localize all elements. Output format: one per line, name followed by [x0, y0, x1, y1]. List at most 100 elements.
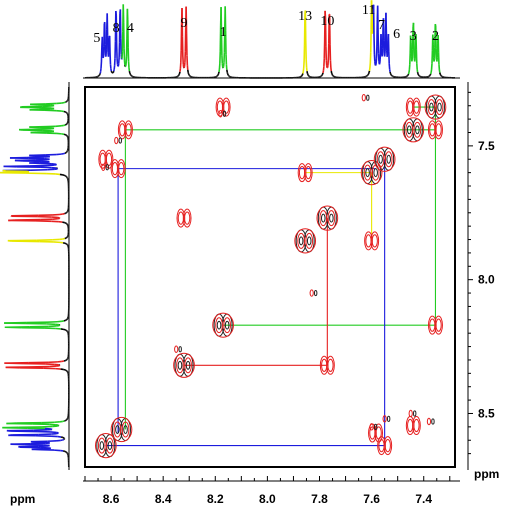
artifact-peak — [101, 163, 109, 171]
artifact-ring — [408, 409, 413, 418]
artifact-ring — [386, 415, 391, 422]
contour-ring — [413, 418, 420, 433]
diagonal-peak — [294, 228, 317, 254]
contour-ring — [123, 425, 128, 434]
peak-label: 8 — [113, 21, 120, 36]
cross-peak — [110, 159, 126, 179]
contour-ring — [216, 100, 224, 114]
artifact-ring — [218, 110, 223, 118]
x-axis-label: ppm — [10, 492, 35, 506]
cross-peak — [427, 315, 443, 335]
contour-ring — [407, 100, 414, 114]
artifact-ring — [105, 164, 109, 171]
contour-peaks — [94, 94, 447, 459]
x-tick-label: 7.8 — [311, 492, 328, 506]
cross-peak — [368, 423, 384, 443]
contour-ring — [327, 210, 336, 227]
cross-peak — [405, 416, 421, 436]
contour-outer — [110, 416, 133, 443]
peak-label: 5 — [93, 31, 100, 46]
y-axis: 7.5 8.0 8.5 — [467, 82, 495, 470]
cross-peak — [176, 208, 192, 228]
contour-ring — [363, 164, 372, 181]
peak-label: 11 — [362, 3, 375, 18]
artifact-peak — [369, 423, 378, 431]
contour-ring — [413, 100, 420, 114]
contour-ring — [406, 125, 412, 135]
diagonal-peak — [316, 205, 339, 231]
artifact-ring — [431, 418, 435, 425]
x-tick-label: 8.4 — [155, 492, 172, 506]
contour-ring — [407, 418, 414, 433]
x-tick-label: 8.6 — [103, 492, 120, 506]
cross-peak — [319, 355, 335, 375]
contour-outer — [294, 228, 317, 254]
peak-label: 1 — [220, 25, 227, 40]
contour-ring — [99, 441, 105, 451]
artifact-ring — [382, 415, 387, 423]
contour-ring — [384, 438, 391, 453]
artifact-ring — [313, 289, 318, 297]
contour-ring — [184, 357, 192, 374]
contour-ring — [105, 152, 113, 166]
contour-ring — [373, 168, 378, 178]
contour-ring — [371, 234, 378, 248]
contour-ring — [321, 358, 328, 372]
contour-ring — [224, 320, 230, 330]
artifact-peak — [426, 417, 435, 426]
cross-peak — [405, 97, 421, 117]
contour-ring — [429, 102, 434, 112]
cross-peak — [377, 436, 393, 456]
contour-ring — [371, 164, 380, 181]
cross-peak — [297, 163, 313, 183]
artifact-ring — [114, 136, 119, 145]
y-tick-label: 8.5 — [478, 406, 495, 420]
contour-ring — [118, 161, 125, 176]
cross-peak — [427, 120, 443, 140]
artifact-ring — [426, 417, 432, 426]
artifact-ring — [222, 110, 227, 117]
contour-ring — [223, 317, 232, 334]
x-tick-label: 8.0 — [259, 492, 276, 506]
cross-peak — [215, 97, 231, 117]
peak-label: 13 — [298, 9, 312, 24]
cross-peak — [98, 149, 114, 169]
peak-label: 10 — [320, 14, 334, 29]
contour-ring — [223, 100, 230, 114]
artifact-peak — [408, 409, 417, 418]
y-axis-label: ppm — [474, 467, 499, 481]
contour-ring — [99, 152, 106, 166]
contour-ring — [384, 151, 393, 168]
contour-ring — [106, 437, 114, 454]
contour-ring — [176, 357, 184, 374]
contour-ring — [320, 213, 326, 223]
contour-ring — [107, 441, 113, 451]
contour-outer — [212, 312, 234, 338]
contour-ring — [378, 154, 383, 164]
contour-ring — [376, 151, 385, 168]
contour-ring — [329, 213, 334, 223]
contour-outer — [360, 160, 383, 186]
contour-ring — [375, 426, 382, 440]
artifact-ring — [178, 346, 182, 353]
contour-ring — [386, 154, 391, 164]
contour-ring — [365, 168, 370, 178]
artifact-ring — [101, 163, 106, 171]
contour-ring — [435, 99, 444, 116]
diagonal-peak — [110, 416, 133, 443]
contour-ring — [177, 211, 184, 225]
contour-ring — [298, 236, 304, 246]
contour-ring — [121, 421, 130, 438]
contour-ring — [177, 360, 183, 370]
contour-ring — [111, 161, 119, 176]
contour-ring — [429, 318, 436, 332]
contour-ring — [306, 236, 312, 246]
contour-ring — [435, 318, 442, 332]
contour-ring — [215, 317, 223, 334]
contour-ring — [415, 125, 420, 135]
artifact-ring — [369, 423, 374, 431]
x-tick-label: 8.2 — [207, 492, 224, 506]
x-axis: 8.6 8.4 8.2 8.0 7.8 7.6 7.4 — [83, 476, 460, 506]
